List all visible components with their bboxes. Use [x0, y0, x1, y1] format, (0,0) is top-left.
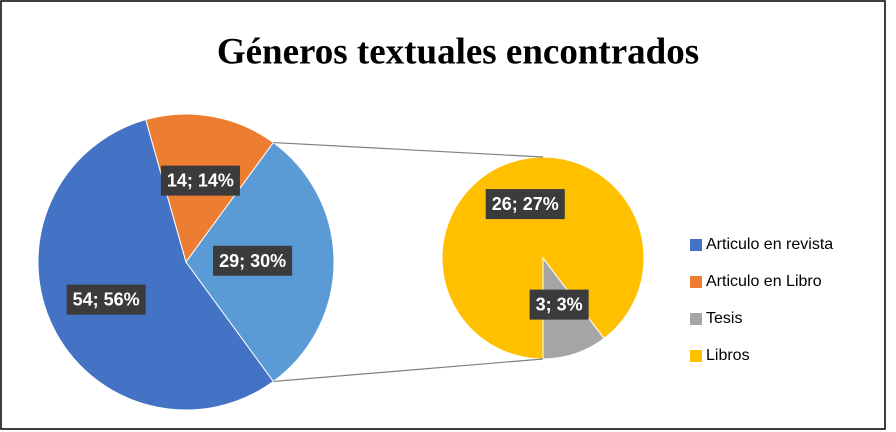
legend-swatch [690, 276, 702, 288]
data-label-text: 26; 27% [492, 194, 559, 214]
data-label: 54; 56% [66, 284, 146, 315]
chart-title: Géneros textuales encontrados [217, 31, 699, 72]
data-label-bg [160, 165, 240, 196]
data-label: 29; 30% [213, 245, 293, 276]
pie-slice [37, 118, 275, 411]
data-label-bg [213, 245, 293, 276]
pie-slice [441, 156, 645, 360]
legend-label: Tesis [706, 310, 742, 327]
data-label-text: 3; 3% [536, 295, 583, 315]
data-label-bg [66, 284, 146, 315]
data-label: 3; 3% [529, 289, 589, 320]
connector-line [273, 141, 544, 158]
legend-label: Libros [706, 347, 750, 364]
legend-swatch [690, 350, 702, 362]
legend-label: Articulo en Libro [706, 273, 822, 290]
data-label-text: 14; 14% [167, 171, 234, 191]
data-label-text: 29; 30% [219, 251, 286, 271]
data-label-text: 54; 56% [73, 290, 140, 310]
data-label-bg [529, 289, 589, 320]
data-label-bg [485, 189, 565, 220]
connector-line [273, 358, 544, 383]
legend-label: Articulo en revista [706, 236, 833, 253]
legend-swatch [690, 239, 702, 251]
data-label: 26; 27% [485, 189, 565, 220]
legend-swatch [690, 313, 702, 325]
data-label: 14; 14% [160, 165, 240, 196]
